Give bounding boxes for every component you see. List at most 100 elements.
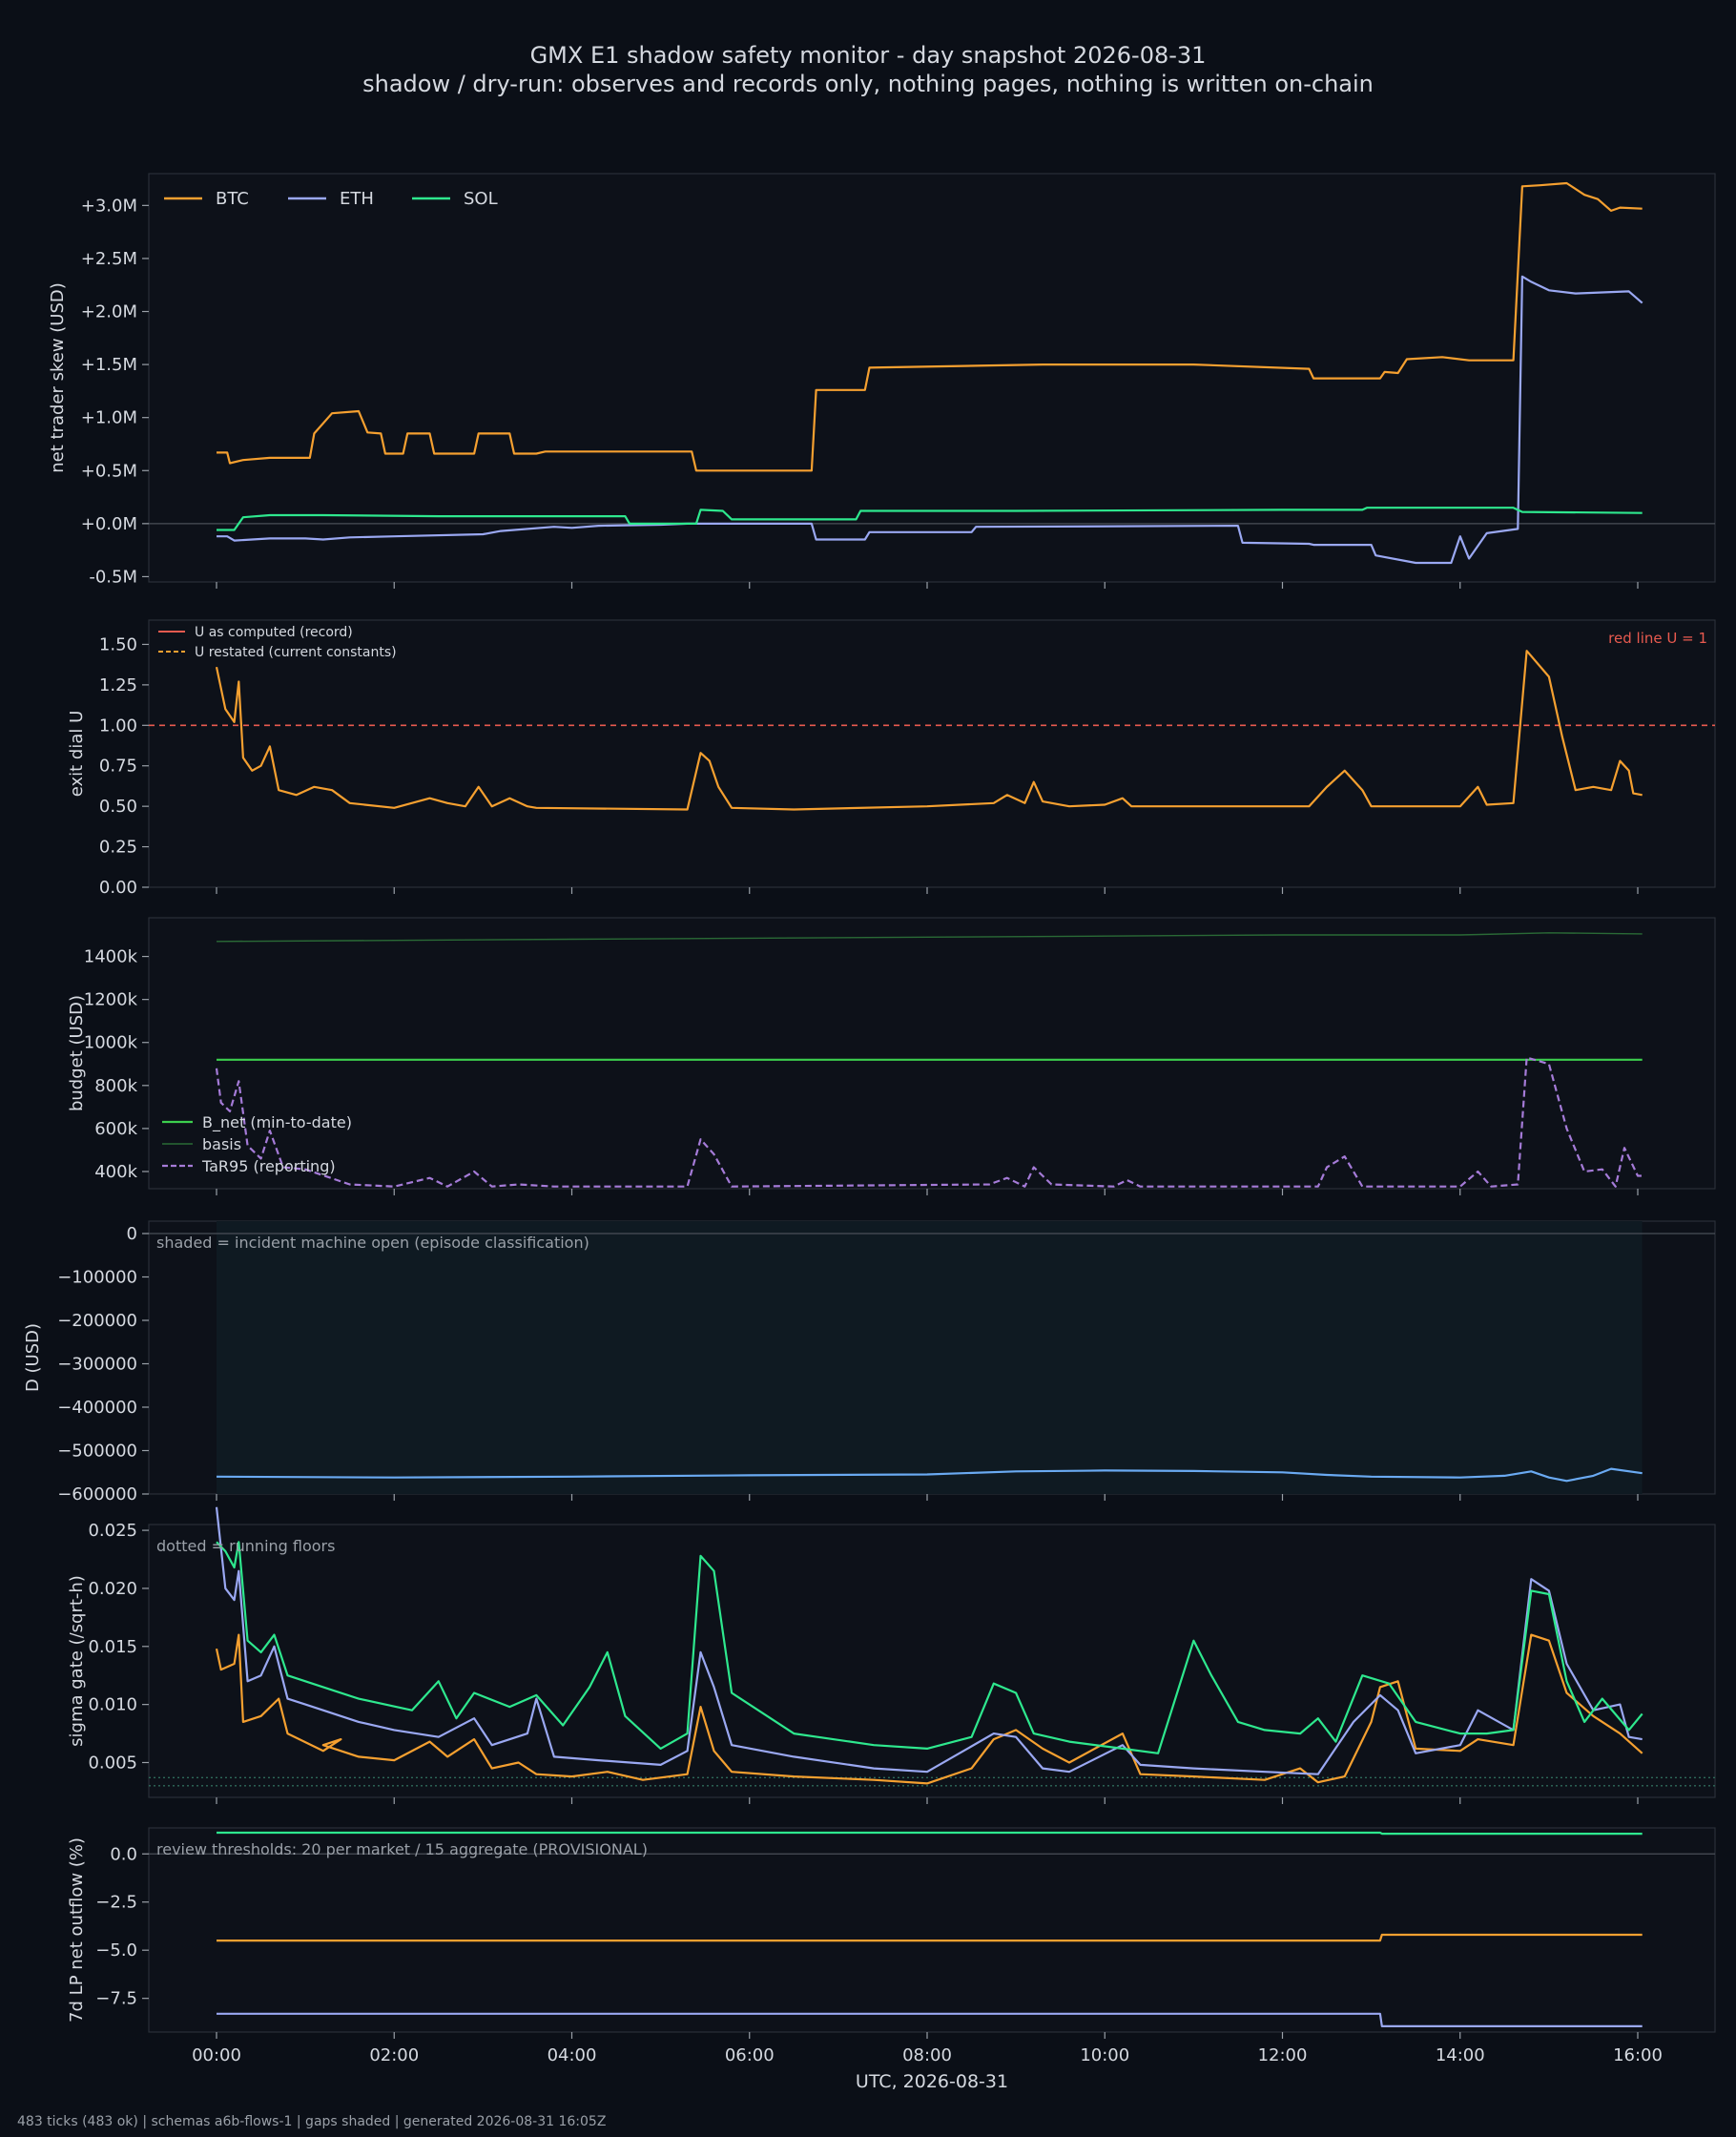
y-tick-label: −2.5 — [95, 1893, 137, 1913]
x-tick-label: 06:00 — [725, 2045, 775, 2065]
series-line-sol — [217, 1831, 1643, 1836]
panel-sigma: 0.005 0.010 0.015 0.020 0.025 sigma gate (/sq… — [67, 1506, 1716, 1804]
y-tick-label: −200000 — [57, 1311, 137, 1331]
y-axis-label: exit dial U — [67, 711, 87, 798]
x-axis-label: UTC, 2026-08-31 — [856, 2071, 1008, 2092]
y-tick-label: 1.50 — [99, 634, 137, 654]
series-line-basis — [216, 932, 1643, 943]
x-tick-label: 16:00 — [1613, 2045, 1663, 2065]
series-line-btc — [215, 1633, 1643, 1785]
y-tick-label: 1.00 — [99, 716, 137, 736]
legend-label: SOL — [464, 189, 498, 209]
panel-frame — [148, 173, 1716, 583]
y-tick-label: +3.0M — [81, 196, 137, 216]
legend-item-tar95-reporting: TaR95 (reporting) — [162, 1157, 336, 1175]
legend-label: basis — [202, 1135, 241, 1153]
y-tick-label: 0.010 — [88, 1695, 137, 1715]
panel-budget: 400k 600k 800k 1000k 1200k 1400k budget (USD) B… — [67, 917, 1716, 1195]
y-axis-label: sigma gate (/sqrt-h) — [67, 1575, 87, 1747]
x-tick-label: 14:00 — [1436, 2045, 1485, 2065]
y-tick-label: 0.005 — [88, 1753, 137, 1773]
y-tick-label: 1200k — [84, 990, 138, 1010]
y-axis-label: 7d LP net outflow (%) — [67, 1837, 87, 2023]
panel-annotation: dotted = running floors — [156, 1537, 335, 1555]
series-line-d — [216, 1467, 1643, 1483]
y-tick-label: -0.5M — [89, 567, 137, 587]
y-tick-label: −300000 — [57, 1355, 137, 1375]
y-tick-label: +1.5M — [81, 355, 137, 375]
panel-annotation: shaded = incident machine open (episode … — [156, 1234, 589, 1252]
legend-label: TaR95 (reporting) — [201, 1157, 336, 1175]
legend-item-sol: SOL — [412, 189, 498, 209]
x-tick-label: 10:00 — [1080, 2045, 1129, 2065]
panel-drawdown: −600000 −500000 −400000 −300000 −200000 −1000… — [23, 1220, 1716, 1504]
y-tick-label: 0.25 — [99, 838, 137, 858]
x-tick-label: 00:00 — [192, 2045, 241, 2065]
y-tick-label: +0.0M — [81, 514, 137, 534]
chart-title: GMX E1 shadow safety monitor - day snaps… — [530, 42, 1207, 69]
y-tick-label: −400000 — [57, 1398, 137, 1418]
y-tick-label: −7.5 — [95, 1989, 137, 2009]
y-tick-label: 600k — [94, 1119, 137, 1139]
y-tick-label: 0.025 — [88, 1521, 137, 1541]
y-tick-label: 1.25 — [99, 675, 137, 695]
y-tick-label: −5.0 — [95, 1940, 137, 1961]
y-tick-label: −100000 — [57, 1268, 137, 1288]
series-line-btc — [217, 1933, 1643, 1942]
x-tick-label: 04:00 — [548, 2045, 597, 2065]
y-tick-label: 0.020 — [88, 1579, 137, 1599]
y-tick-label: 1000k — [84, 1033, 138, 1053]
chart-subtitle: shadow / dry-run: observes and records o… — [362, 71, 1374, 97]
panel-exit: red line U = 1 0.00 0.25 0.50 0.75 1.00 1.25 1.… — [67, 619, 1716, 898]
panel-annotation: review thresholds: 20 per market / 15 ag… — [156, 1840, 648, 1858]
legend-label: U restated (current constants) — [195, 645, 397, 660]
y-tick-label: 0.015 — [88, 1637, 137, 1657]
panel-skew: -0.5M +0.0M +0.5M +1.0M +1.5M +2.0M +2.5M +3.0M… — [48, 173, 1716, 589]
panel-lp: −7.5 −5.0 −2.5 0.0 7d LP net outflow (%) 00:0… — [67, 1827, 1716, 2092]
y-tick-label: +1.0M — [81, 408, 137, 428]
series-line-sol — [216, 1541, 1643, 1754]
y-tick-label: 400k — [94, 1162, 137, 1182]
legend-label: ETH — [340, 189, 374, 209]
y-axis-label: budget (USD) — [67, 995, 87, 1111]
red-line-label: red line U = 1 — [1608, 630, 1707, 647]
series-line-eth — [215, 1506, 1643, 1775]
y-tick-label: −600000 — [57, 1484, 137, 1504]
series-line-btc — [217, 181, 1643, 472]
y-tick-label: +2.5M — [81, 249, 137, 269]
legend-label: B_net (min-to-date) — [202, 1113, 352, 1132]
y-tick-label: 0.00 — [99, 878, 137, 898]
panel-frame — [148, 1827, 1716, 2033]
y-tick-label: +2.0M — [81, 302, 137, 322]
series-line-sol — [217, 507, 1643, 531]
panel-frame — [148, 917, 1716, 1190]
x-tick-label: 08:00 — [902, 2045, 952, 2065]
legend-item-basis: basis — [162, 1135, 241, 1153]
panel-frame — [148, 1524, 1716, 1798]
x-tick-label: 12:00 — [1258, 2045, 1308, 2065]
legend-item-u-restated-current-constants: U restated (current constants) — [158, 645, 397, 660]
y-tick-label: 0 — [127, 1224, 137, 1244]
y-tick-label: 800k — [94, 1076, 137, 1096]
legend-item-b-net-min-to-date: B_net (min-to-date) — [162, 1113, 352, 1132]
series-line-eth — [217, 2012, 1643, 2027]
incident-shade — [217, 1221, 1643, 1494]
legend-item-eth: ETH — [288, 189, 374, 209]
y-tick-label: 0.0 — [110, 1844, 137, 1864]
panels: -0.5M +0.0M +0.5M +1.0M +1.5M +2.0M +2.5M +3.0M… — [23, 173, 1716, 2092]
legend-item-u-as-computed-record: U as computed (record) — [158, 625, 353, 640]
legend-label: U as computed (record) — [195, 625, 353, 640]
y-tick-label: +0.5M — [81, 461, 137, 481]
y-tick-label: −500000 — [57, 1442, 137, 1462]
legend-item-btc: BTC — [164, 189, 249, 209]
x-tick-label: 02:00 — [369, 2045, 419, 2065]
y-tick-label: 0.75 — [99, 757, 137, 777]
y-axis-label: D (USD) — [23, 1323, 43, 1392]
legend-label: BTC — [216, 189, 249, 209]
panel-frame — [148, 619, 1716, 888]
footer-status: 483 ticks (483 ok) | schemas a6b-flows-1… — [17, 2114, 606, 2129]
y-axis-label: net trader skew (USD) — [48, 282, 68, 473]
series-line-tar95-reporting — [215, 1056, 1643, 1188]
y-tick-label: 1400k — [84, 947, 138, 967]
